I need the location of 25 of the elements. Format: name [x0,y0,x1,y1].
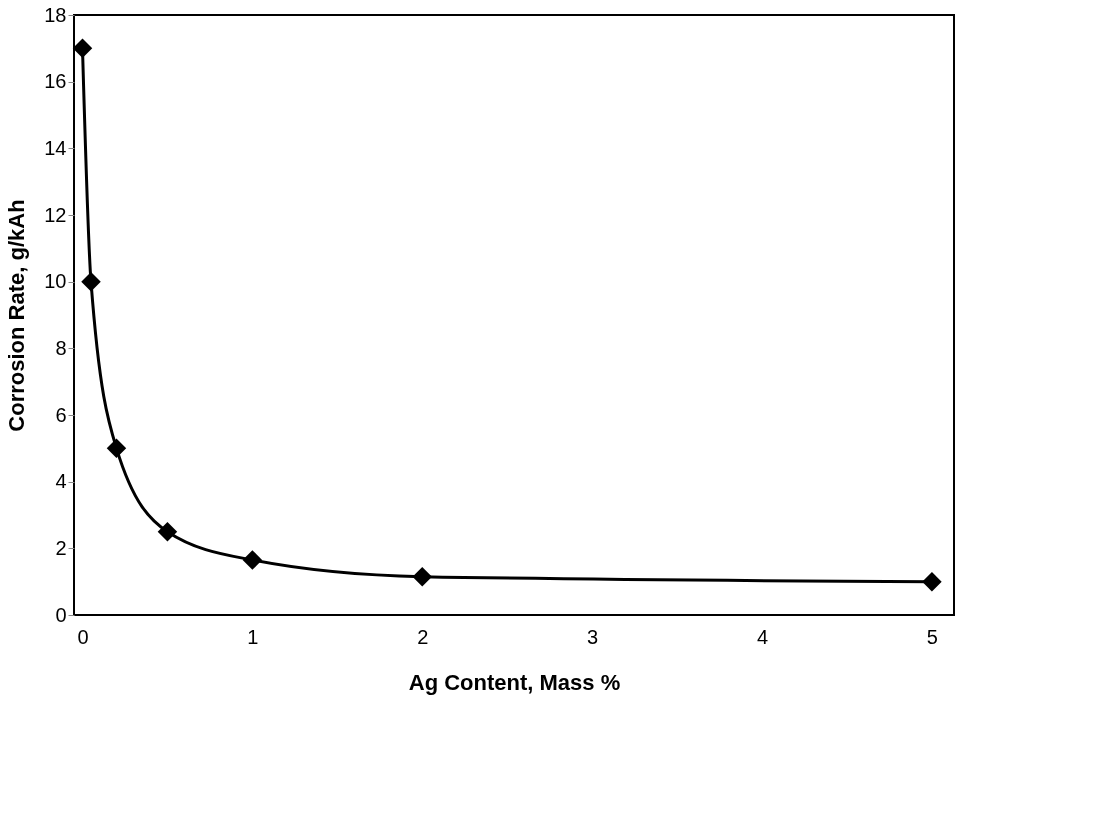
point [106,438,127,459]
y-tick-label: 10 [44,270,67,293]
y-tick-label: 16 [44,70,67,93]
point [72,38,93,59]
y-tick-label: 18 [44,3,67,26]
point [412,566,433,587]
y-tick-label: 0 [55,603,67,626]
point [922,571,942,592]
x-tick-label: 2 [417,625,429,648]
y-tick-label: 4 [55,470,67,493]
y-tick-label: 6 [55,403,67,426]
y-tick-label: 2 [55,536,67,559]
y-axis-title: Corrosion Rate, g/kAh [4,199,30,432]
y-tick-label: 8 [55,336,67,359]
point [242,550,263,570]
x-axis-title: Ag Content, Mass % [408,669,621,695]
x-tick-label: 3 [587,625,599,648]
x-tick-label: 0 [77,625,89,648]
point [81,271,101,292]
y-tick-label: 14 [44,136,67,159]
x-tick-label: 1 [247,625,259,648]
point [157,521,178,542]
x-tick-label: 4 [756,625,769,648]
x-tick-label: 5 [926,625,938,648]
y-tick-label: 12 [44,203,67,226]
